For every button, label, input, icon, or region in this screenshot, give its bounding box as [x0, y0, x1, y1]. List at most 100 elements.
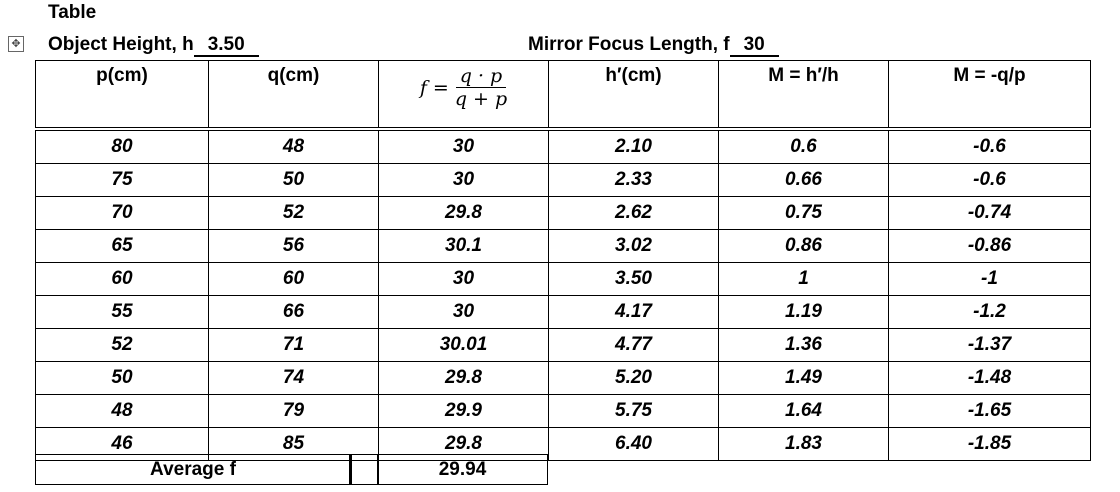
data-cell: -1.37: [888, 328, 1091, 362]
cell-text: -1.48: [967, 367, 1012, 388]
cell-text: -1.65: [967, 400, 1012, 421]
data-cell: 60: [208, 262, 379, 296]
data-cell: 52: [208, 196, 379, 230]
data-cell: 1: [718, 262, 889, 296]
cell-text: 55: [111, 301, 133, 322]
data-cell: -1: [888, 262, 1091, 296]
cell-text: 1.36: [785, 334, 822, 355]
cell-text: 60: [282, 268, 305, 289]
header-cell: h′(cm): [548, 60, 719, 130]
cell-text: 50: [111, 367, 133, 388]
data-cell: 70: [35, 196, 209, 230]
object-height: Object Height, h 3.50: [48, 34, 259, 57]
data-row: 55 66 30 4.17 1.19 -1.2: [35, 295, 1091, 329]
data-cell: 80: [35, 127, 209, 164]
header-text: M = -q/p: [953, 65, 1026, 86]
cell-text: 29.8: [445, 202, 482, 223]
data-row: 70 52 29.8 2.62 0.75 -0.74: [35, 196, 1091, 230]
table-move-handle[interactable]: ✥: [8, 36, 24, 52]
cell-text: -0.86: [967, 235, 1012, 256]
header-text: q(cm): [267, 65, 320, 86]
data-cell: 5.75: [548, 394, 719, 428]
header-text: p(cm): [96, 65, 148, 86]
cell-text: 52: [282, 202, 305, 223]
data-row: 80 48 30 2.10 0.6 -0.6: [35, 127, 1091, 164]
cell-text: 3.50: [615, 268, 652, 289]
data-cell: 46: [35, 427, 209, 461]
data-cell: 1.49: [718, 361, 889, 395]
formula-numerator: q · p: [455, 65, 507, 88]
data-cell: 74: [208, 361, 379, 395]
cell-text: -1.2: [973, 301, 1006, 322]
header-cell: p(cm): [35, 60, 209, 130]
cell-text: 1.19: [785, 301, 822, 322]
cell-text: 1.64: [785, 400, 822, 421]
data-cell: 30: [378, 127, 549, 164]
cell-text: 6.40: [615, 433, 652, 454]
cell-text: 0.6: [790, 136, 817, 157]
cell-text: 48: [282, 136, 305, 157]
data-cell: 29.8: [378, 196, 549, 230]
average-label-cell: Average f: [35, 454, 351, 485]
cell-text: -1.85: [967, 433, 1012, 454]
data-cell: 48: [35, 394, 209, 428]
object-height-label: Object Height, h: [48, 34, 194, 55]
cell-text: 85: [282, 433, 305, 454]
data-row: 50 74 29.8 5.20 1.49 -1.48: [35, 361, 1091, 395]
cell-text: 30: [452, 268, 475, 289]
cell-text: 65: [111, 235, 133, 256]
data-cell: 29.9: [378, 394, 549, 428]
data-cell: 30: [378, 163, 549, 197]
focus-length-value: 30: [729, 35, 779, 57]
cell-text: 5.20: [615, 367, 652, 388]
cell-text: 75: [111, 169, 133, 190]
cell-text: 60: [111, 268, 133, 289]
data-row: 52 71 30.01 4.77 1.36 -1.37: [35, 328, 1091, 362]
cell-text: 29.8: [445, 367, 482, 388]
cell-text: 70: [111, 202, 133, 223]
data-cell: 3.02: [548, 229, 719, 263]
cell-text: 56: [282, 235, 305, 256]
header-text: h′(cm): [605, 65, 662, 86]
data-cell: 5.20: [548, 361, 719, 395]
focus-length: Mirror Focus Length, f 30: [528, 34, 779, 57]
data-cell: 1.64: [718, 394, 889, 428]
cell-text: 30: [452, 136, 475, 157]
cell-text: -0.6: [973, 169, 1006, 190]
cell-text: 2.10: [615, 136, 652, 157]
cell-text: 29.9: [445, 400, 482, 421]
data-cell: -1.85: [888, 427, 1091, 461]
formula-lhs: f =: [419, 76, 449, 99]
focus-length-label: Mirror Focus Length, f: [528, 34, 730, 55]
data-cell: 71: [208, 328, 379, 362]
cell-text: 50: [282, 169, 305, 190]
data-cell: -0.86: [888, 229, 1091, 263]
data-cell: 6.40: [548, 427, 719, 461]
cell-text: 30: [452, 169, 475, 190]
data-cell: -1.48: [888, 361, 1091, 395]
cell-text: 48: [111, 400, 133, 421]
cell-text: 74: [282, 367, 305, 388]
data-cell: 48: [208, 127, 379, 164]
cell-text: 5.75: [615, 400, 652, 421]
average-label: Average f: [150, 458, 236, 480]
data-cell: 30: [378, 262, 549, 296]
data-cell: 4.77: [548, 328, 719, 362]
data-cell: 75: [35, 163, 209, 197]
cell-text: 0.86: [785, 235, 822, 256]
data-row: 75 50 30 2.33 0.66 -0.6: [35, 163, 1091, 197]
data-cell: 29.8: [378, 361, 549, 395]
header-text: M = h′/h: [768, 65, 839, 86]
data-cell: 2.62: [548, 196, 719, 230]
cell-text: 71: [282, 334, 305, 355]
cell-text: 46: [111, 433, 133, 454]
header-cell: M = -q/p: [888, 60, 1091, 130]
cell-text: 3.02: [615, 235, 652, 256]
cell-text: 79: [282, 400, 305, 421]
cell-text: -1.37: [967, 334, 1012, 355]
